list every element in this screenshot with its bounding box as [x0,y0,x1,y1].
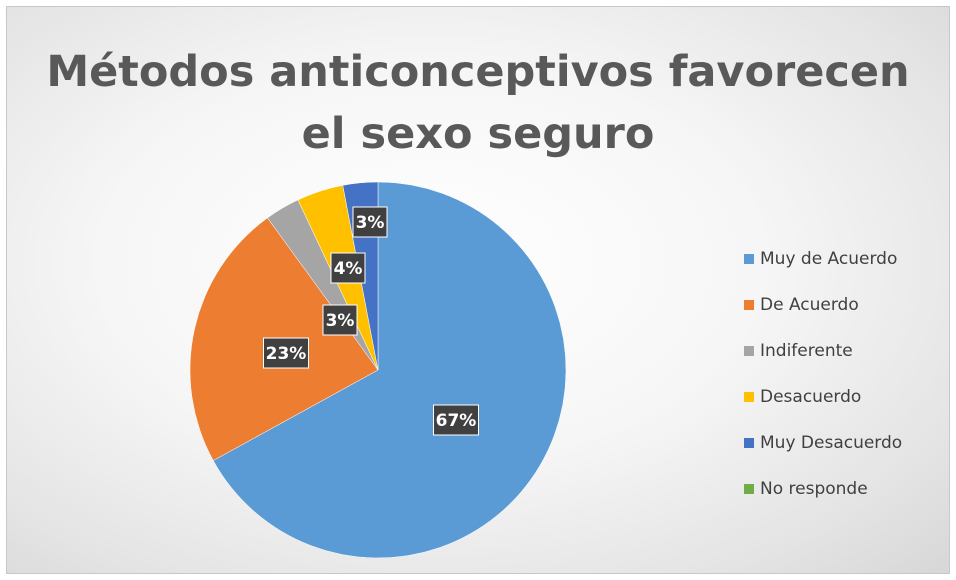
legend-swatch [744,484,754,494]
data-label-muy-desacuerdo: 3% [352,206,388,238]
chart-title-line-1: Métodos anticonceptivos favorecen [46,47,910,97]
data-label-desacuerdo: 4% [330,252,366,284]
legend-label: Muy Desacuerdo [760,433,903,453]
legend-label: De Acuerdo [760,295,859,315]
legend-swatch [744,254,754,264]
svg-text:4%: 4% [334,259,363,279]
chart-title: Métodos anticonceptivos favorecen el sex… [7,41,949,165]
svg-text:3%: 3% [326,311,355,331]
legend-item-de-acuerdo: De Acuerdo [744,282,949,328]
legend-item-desacuerdo: Desacuerdo [744,374,949,420]
legend-label: Muy de Acuerdo [760,249,898,269]
legend-label: No responde [760,479,868,499]
pie-slice-muy-de-acuerdo [212,181,567,559]
legend: Muy de Acuerdo De Acuerdo Indiferente Desac… [744,236,949,512]
legend-label: Indiferente [760,341,853,361]
chart-title-line-2: el sexo seguro [301,109,655,159]
data-label-de-acuerdo: 23% [263,337,309,369]
legend-swatch [744,438,754,448]
legend-swatch [744,300,754,310]
legend-item-muy-desacuerdo: Muy Desacuerdo [744,420,949,466]
data-label-indiferente: 3% [322,304,358,336]
legend-item-indiferente: Indiferente [744,328,949,374]
svg-text:23%: 23% [266,344,307,364]
legend-swatch [744,392,754,402]
pie-slices [189,181,567,559]
svg-text:3%: 3% [356,213,385,233]
data-label-muy-de-acuerdo: 67% [433,404,479,436]
legend-label: Desacuerdo [760,387,862,407]
pie-data-labels: 67% 23% 3% 4% 3% [263,206,479,436]
legend-item-muy-de-acuerdo: Muy de Acuerdo [744,236,949,282]
legend-item-no-responde: No responde [744,466,949,512]
legend-swatch [744,346,754,356]
svg-text:67%: 67% [436,411,477,431]
